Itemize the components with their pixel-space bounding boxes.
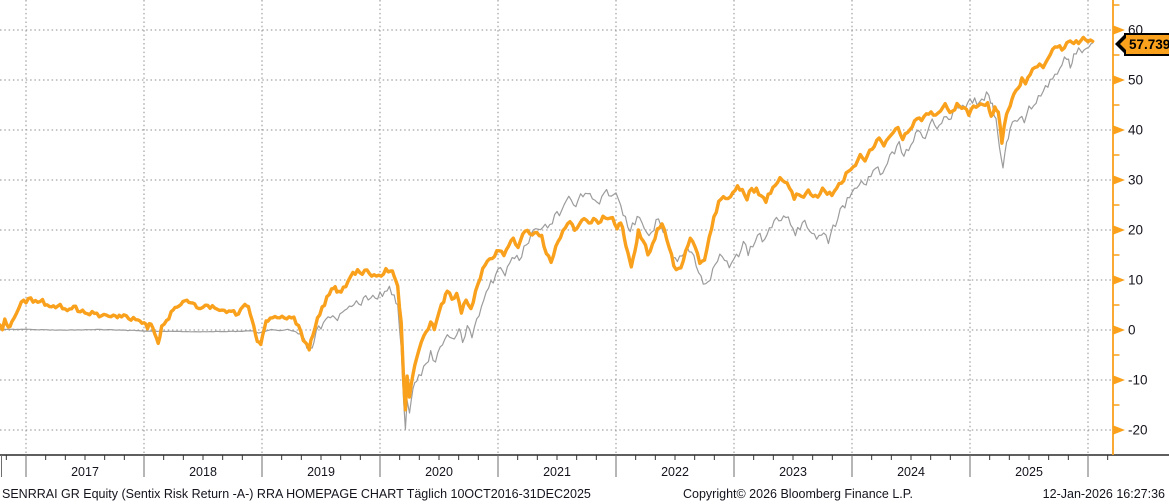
y-tick-label: 40 [1128,123,1143,138]
y-tick-arrow-icon [1113,325,1125,335]
y-tick-arrow-icon [1113,375,1125,385]
y-tick-label: -20 [1128,423,1148,438]
security-description: SENRRAI GR Equity (Sentix Risk Return -A… [2,487,591,501]
y-tick-label: 20 [1128,223,1143,238]
y-tick-arrow-icon [1113,175,1125,185]
y-tick-arrow-icon [1113,275,1125,285]
y-tick-label: 10 [1128,273,1143,288]
y-tick-arrow-icon [1113,425,1125,435]
x-year-label: 2021 [543,465,571,479]
x-year-label: 2018 [189,465,217,479]
last-price-tag: 57.7395 [1115,33,1169,56]
series-senrrai-line [0,35,1095,412]
x-year-label: 2020 [425,465,453,479]
timestamp-text: 12-Jan-2026 16:27:36 [1042,487,1165,501]
y-tick-label: 30 [1128,173,1143,188]
x-year-label: 2023 [779,465,807,479]
y-tick-label: 0 [1128,323,1136,338]
y-tick-label: 50 [1128,73,1143,88]
y-tick-arrow-icon [1113,125,1125,135]
series-benchmark-line [0,42,1094,430]
x-year-label: 2022 [661,465,689,479]
y-tick-label: -10 [1128,373,1148,388]
x-year-label: 2024 [897,465,925,479]
x-year-label: 2019 [307,465,335,479]
x-year-label: 2025 [1015,465,1043,479]
chart-footer: SENRRAI GR Equity (Sentix Risk Return -A… [0,485,1169,504]
last-price-value: 57.7395 [1129,37,1169,52]
y-tick-arrow-icon [1113,25,1125,35]
y-tick-arrow-icon [1113,75,1125,85]
y-tick-arrow-icon [1113,225,1125,235]
copyright-text: Copyright© 2026 Bloomberg Finance L.P. [683,487,913,501]
x-year-label: 2017 [71,465,99,479]
